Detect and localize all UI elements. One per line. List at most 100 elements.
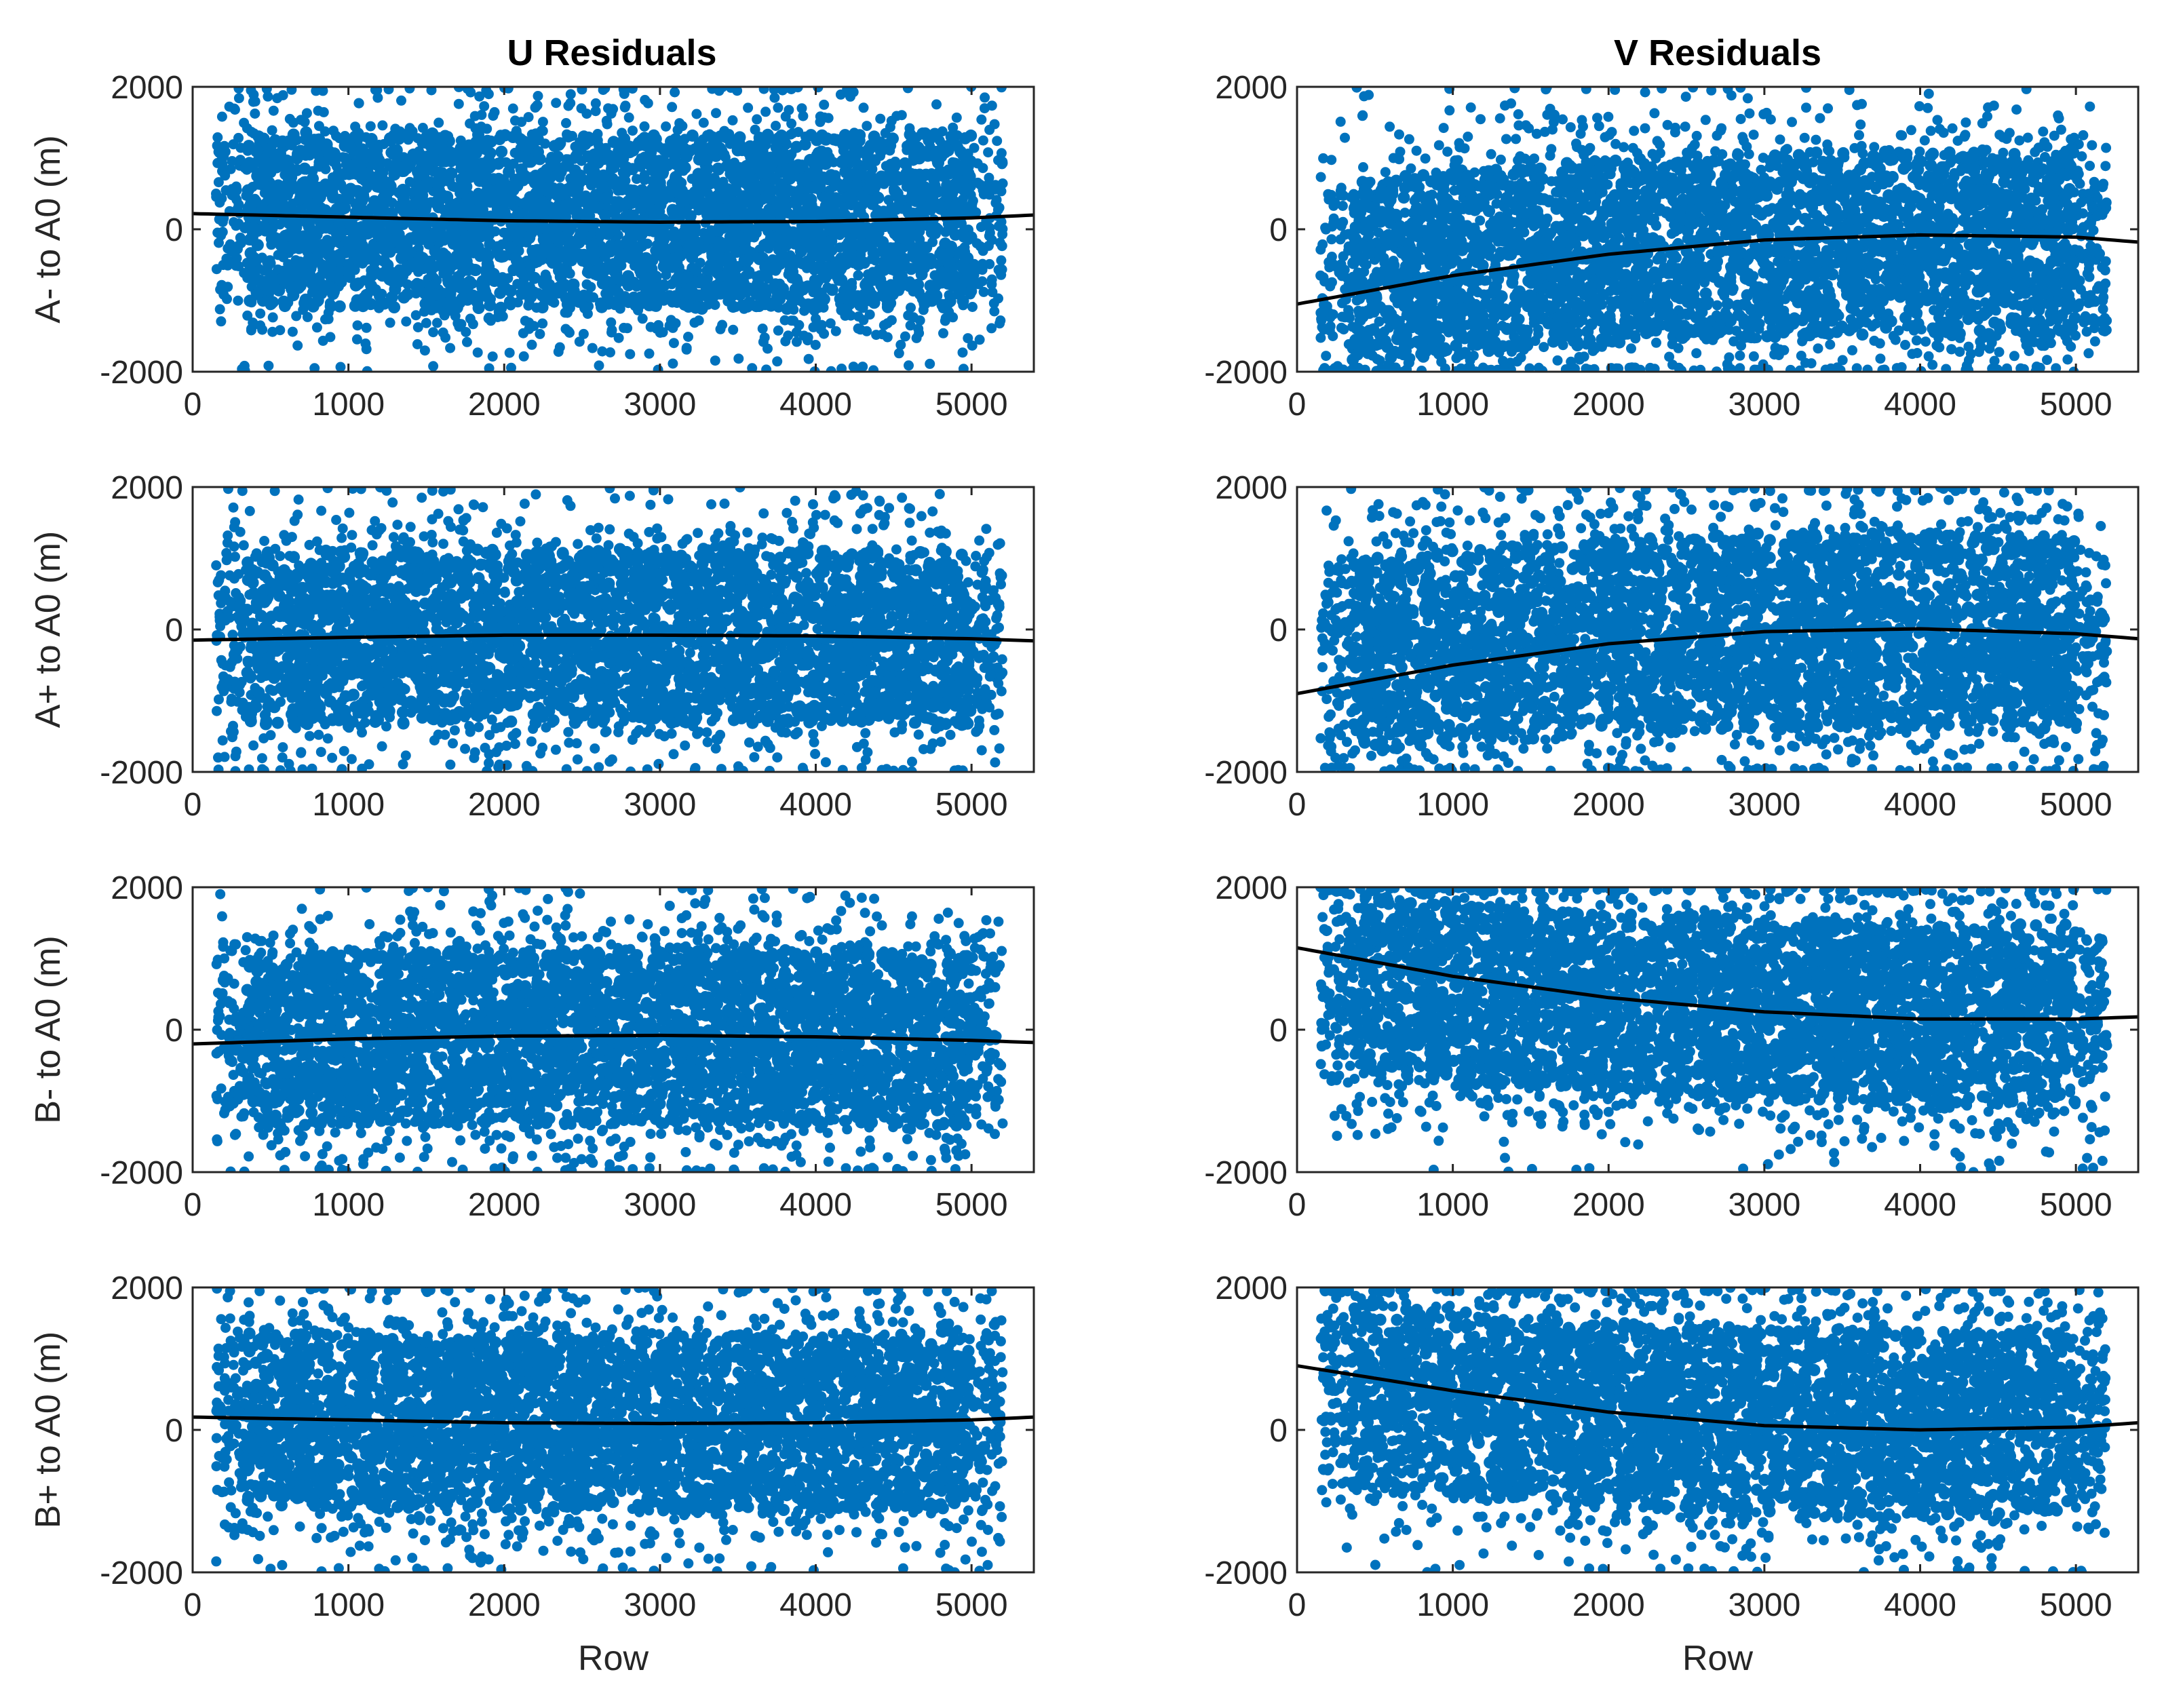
- data-point: [560, 200, 573, 213]
- data-point: [2049, 130, 2060, 141]
- data-point: [606, 159, 619, 171]
- data-point: [857, 256, 870, 269]
- data-point: [753, 252, 766, 265]
- data-point: [317, 87, 328, 96]
- data-point: [733, 353, 744, 364]
- data-point: [753, 151, 766, 163]
- data-point: [613, 259, 625, 272]
- data-point: [575, 227, 587, 239]
- data-point: [267, 125, 277, 136]
- data-point: [605, 347, 615, 357]
- data-point: [419, 287, 431, 300]
- data-point: [854, 299, 867, 312]
- data-point: [728, 172, 741, 185]
- data-point: [781, 303, 794, 315]
- data-point: [979, 103, 990, 114]
- data-point: [1610, 138, 1621, 149]
- data-point: [242, 310, 253, 321]
- data-point: [810, 170, 822, 182]
- data-point: [732, 87, 743, 96]
- data-point: [724, 197, 737, 210]
- data-point: [876, 236, 889, 248]
- data-point: [606, 317, 617, 328]
- data-point: [300, 126, 313, 139]
- data-point: [644, 348, 655, 359]
- data-point: [753, 300, 765, 312]
- data-point: [571, 205, 583, 218]
- data-point: [760, 284, 773, 296]
- data-point: [619, 102, 630, 113]
- data-point: [445, 343, 456, 353]
- data-point: [265, 297, 277, 310]
- data-point: [467, 319, 478, 330]
- data-point: [923, 134, 935, 147]
- data-point: [910, 246, 923, 258]
- data-point: [270, 161, 283, 174]
- data-point: [653, 160, 665, 173]
- data-point: [668, 291, 680, 304]
- data-point: [819, 157, 832, 170]
- data-point: [713, 236, 726, 249]
- data-point: [232, 203, 243, 214]
- data-point: [312, 192, 325, 205]
- data-point: [484, 299, 497, 312]
- data-point: [728, 324, 739, 335]
- data-point: [365, 279, 378, 292]
- data-point: [657, 220, 670, 233]
- data-point: [1787, 117, 1797, 128]
- data-point: [251, 288, 264, 300]
- data-point: [627, 87, 638, 94]
- data-point: [224, 243, 235, 254]
- data-point: [233, 240, 244, 251]
- data-point: [385, 317, 395, 328]
- data-point: [887, 132, 899, 145]
- data-point: [891, 187, 904, 200]
- data-point: [1640, 87, 1650, 98]
- data-point: [282, 184, 294, 197]
- data-point: [466, 157, 479, 170]
- data-point: [442, 296, 455, 309]
- data-point: [393, 132, 405, 145]
- data-point: [948, 269, 961, 282]
- data-point: [948, 157, 961, 170]
- data-point: [518, 328, 528, 338]
- data-point: [401, 316, 412, 327]
- data-point: [770, 141, 783, 154]
- data-point: [712, 162, 724, 175]
- data-point: [566, 293, 579, 306]
- data-point: [561, 118, 571, 128]
- data-point: [636, 134, 649, 147]
- data-point: [727, 115, 738, 125]
- data-point: [503, 295, 516, 308]
- data-point: [514, 226, 526, 239]
- data-point: [276, 135, 289, 148]
- data-point: [743, 269, 754, 279]
- data-point: [430, 300, 443, 313]
- data-point: [1801, 102, 1811, 113]
- data-point: [211, 264, 222, 275]
- data-point: [774, 166, 787, 178]
- data-point: [942, 255, 954, 268]
- data-point: [599, 209, 612, 222]
- data-point: [834, 242, 845, 253]
- data-point: [638, 151, 651, 164]
- data-point: [736, 210, 749, 223]
- data-point: [967, 302, 978, 312]
- data-point: [996, 269, 1007, 280]
- data-point: [740, 159, 753, 172]
- data-point: [602, 149, 615, 162]
- data-point: [826, 366, 836, 372]
- data-point: [958, 364, 969, 372]
- data-point: [419, 345, 430, 356]
- data-point: [524, 298, 535, 309]
- data-point: [997, 158, 1008, 169]
- data-point: [670, 318, 681, 329]
- data-point: [875, 113, 886, 124]
- data-point: [282, 171, 295, 184]
- data-point: [565, 98, 576, 109]
- data-point: [867, 246, 880, 259]
- data-point: [919, 297, 931, 310]
